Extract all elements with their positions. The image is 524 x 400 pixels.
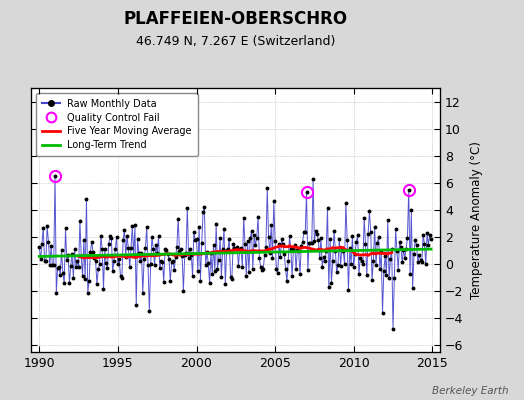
Legend: Raw Monthly Data, Quality Control Fail, Five Year Moving Average, Long-Term Tren: Raw Monthly Data, Quality Control Fail, … [36,93,198,156]
Y-axis label: Temperature Anomaly (°C): Temperature Anomaly (°C) [471,141,483,299]
Text: Berkeley Earth: Berkeley Earth [432,386,508,396]
Text: 46.749 N, 7.267 E (Switzerland): 46.749 N, 7.267 E (Switzerland) [136,35,335,48]
Text: PLAFFEIEN-OBERSCHRO: PLAFFEIEN-OBERSCHRO [124,10,348,28]
